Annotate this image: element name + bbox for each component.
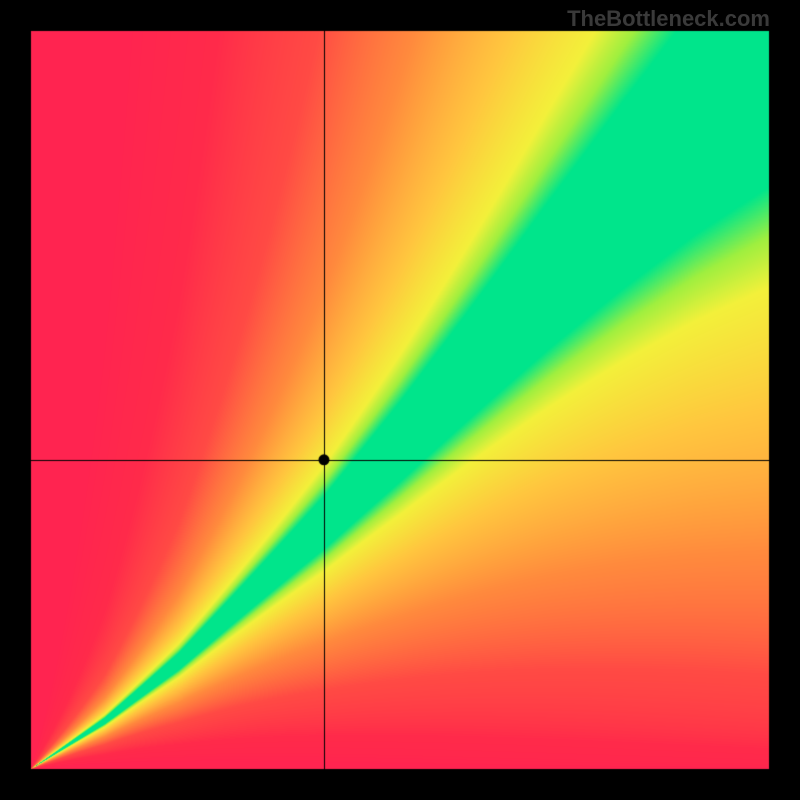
bottleneck-heatmap	[0, 0, 800, 800]
watermark-text: TheBottleneck.com	[567, 6, 770, 32]
chart-container: { "watermark": { "text": "TheBottleneck.…	[0, 0, 800, 800]
